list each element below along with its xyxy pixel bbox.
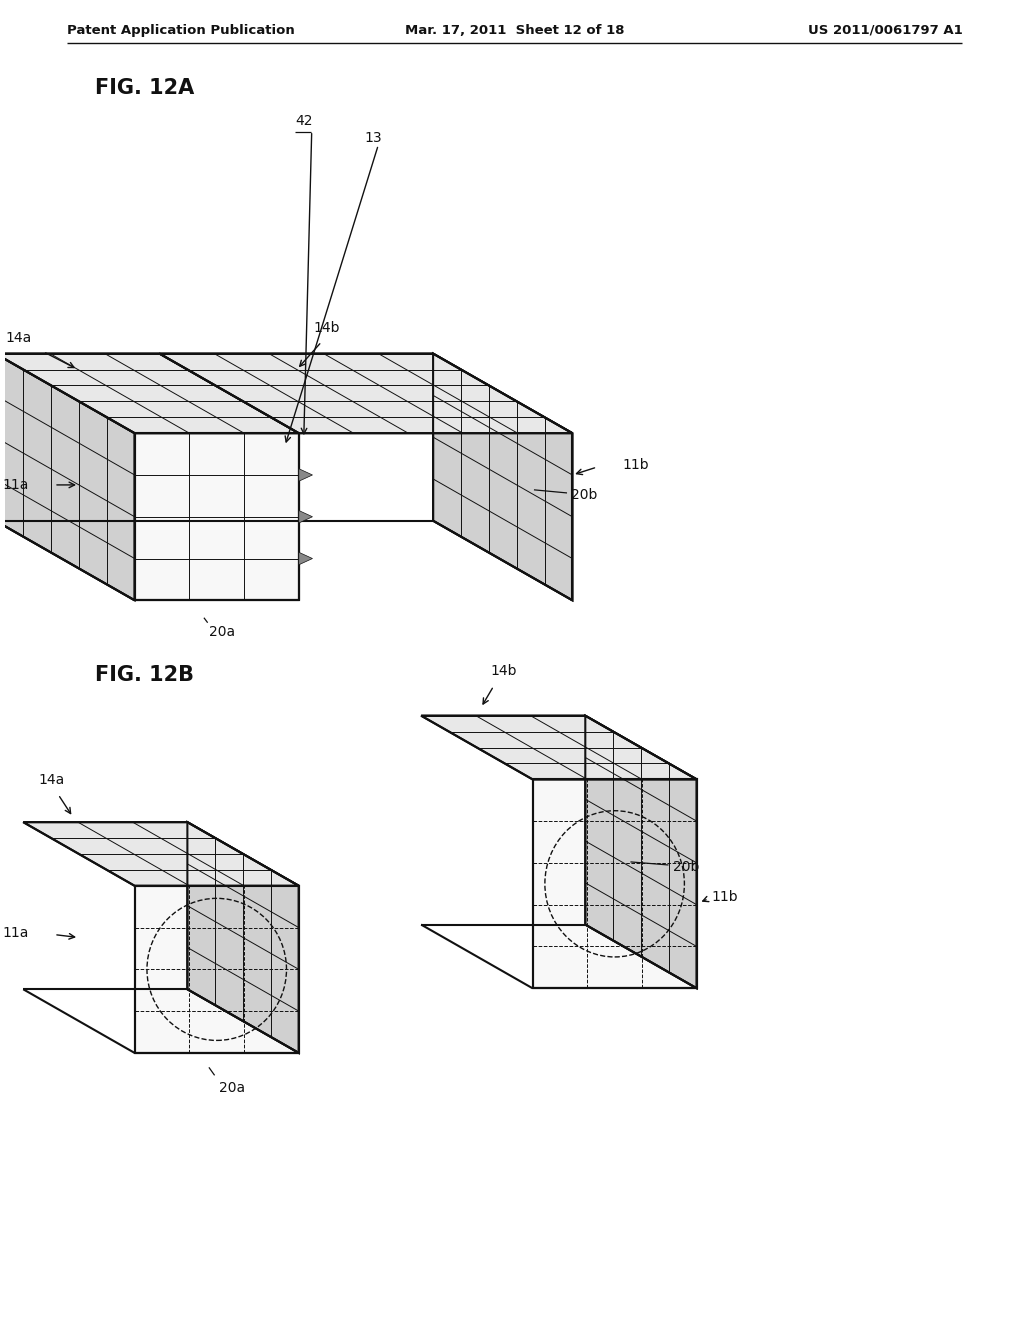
Text: 20b: 20b xyxy=(673,859,699,874)
Text: 13: 13 xyxy=(365,131,382,145)
Polygon shape xyxy=(0,354,135,601)
Text: US 2011/0061797 A1: US 2011/0061797 A1 xyxy=(808,24,963,37)
Polygon shape xyxy=(586,715,696,989)
Text: Mar. 17, 2011  Sheet 12 of 18: Mar. 17, 2011 Sheet 12 of 18 xyxy=(404,24,625,37)
Text: 11b: 11b xyxy=(712,890,738,904)
Text: 20a: 20a xyxy=(209,626,236,639)
Polygon shape xyxy=(135,886,299,1053)
Polygon shape xyxy=(135,433,299,601)
Polygon shape xyxy=(299,552,312,565)
Polygon shape xyxy=(532,779,696,989)
Polygon shape xyxy=(433,354,572,601)
Text: FIG. 12B: FIG. 12B xyxy=(95,665,194,685)
Text: 11a: 11a xyxy=(3,925,30,940)
Text: 11a: 11a xyxy=(3,478,30,492)
Text: 14b: 14b xyxy=(490,664,517,678)
Text: 20a: 20a xyxy=(219,1081,246,1094)
Text: 14b: 14b xyxy=(313,321,340,335)
Text: 14a: 14a xyxy=(38,774,65,787)
Text: 20b: 20b xyxy=(571,488,598,502)
Polygon shape xyxy=(299,469,312,482)
Text: Patent Application Publication: Patent Application Publication xyxy=(67,24,295,37)
Polygon shape xyxy=(160,354,572,433)
Polygon shape xyxy=(421,715,696,779)
Polygon shape xyxy=(299,511,312,523)
Text: 14a: 14a xyxy=(5,330,32,345)
Text: 42: 42 xyxy=(295,114,312,128)
Polygon shape xyxy=(0,354,299,433)
Polygon shape xyxy=(187,822,299,1053)
Text: 11b: 11b xyxy=(623,458,649,473)
Text: FIG. 12A: FIG. 12A xyxy=(95,78,195,98)
Polygon shape xyxy=(24,822,299,886)
